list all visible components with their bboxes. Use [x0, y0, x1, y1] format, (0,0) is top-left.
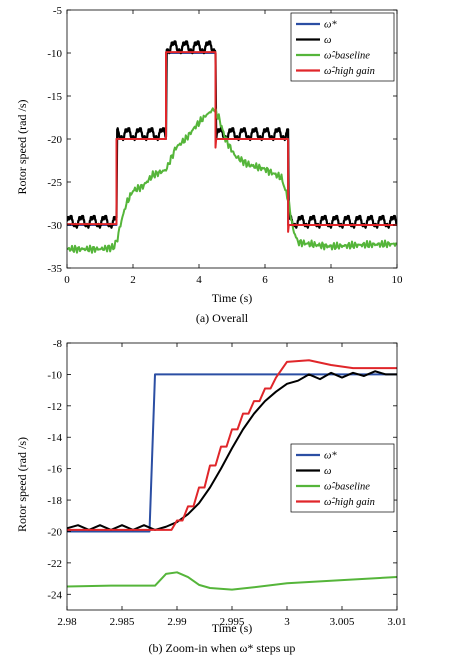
- y-tick-label: -22: [47, 558, 62, 570]
- y-tick-label: -35: [47, 263, 62, 275]
- legend-label-3: ω̂-high gain: [324, 66, 375, 77]
- legend: ω* ω ω̂-baseline ω̂-high gain: [290, 443, 395, 513]
- x-tick-label: 10: [392, 274, 404, 286]
- legend-label-1: ω: [324, 35, 331, 46]
- x-tick-label: 3: [284, 616, 290, 628]
- y-tick-label: -16: [47, 464, 62, 476]
- y-axis-label: Rotor speed (rad /s): [15, 437, 29, 532]
- legend-label-3: ω̂-high gain: [324, 497, 375, 508]
- x-tick-label: 4: [196, 274, 202, 286]
- y-tick-label: -12: [47, 401, 62, 413]
- x-tick-label: 3.01: [387, 616, 406, 628]
- chart-caption: (b) Zoom-in when ω* steps up: [149, 641, 296, 655]
- y-tick-label: -20: [47, 526, 62, 538]
- series-line-3: [67, 51, 397, 233]
- x-tick-label: 2.995: [220, 616, 245, 628]
- chart-zoom-in: 2.98 2.985 2.99 2.995 3 3.005 3.01 -24 -22 -20 -18…: [15, 338, 407, 655]
- y-tick-label: -25: [47, 177, 62, 189]
- legend-label-2: ω̂-baseline: [324, 51, 370, 62]
- legend-label-1: ω: [324, 466, 331, 477]
- x-axis-label: Time (s): [212, 291, 253, 305]
- y-tick-label: -10: [47, 369, 62, 381]
- y-axis-label: Rotor speed (rad /s): [15, 100, 29, 195]
- x-axis-label: Time (s): [212, 621, 253, 635]
- series-group: [67, 359, 397, 591]
- series-line-2: [67, 107, 397, 254]
- x-tick-label: 2.99: [167, 616, 187, 628]
- y-tick-label: -5: [53, 5, 63, 17]
- legend-label-0: ω*: [324, 451, 337, 462]
- series-group: [67, 40, 397, 254]
- series-line-3: [67, 359, 397, 531]
- x-tick-label: 2.98: [57, 616, 77, 628]
- chart-overall: 0 2 4 6 8 10 -35 -30 -25 -20 -15 -10 -5 Time (s) Rotor…: [15, 5, 403, 325]
- x-tick-label: 2: [130, 274, 136, 286]
- x-tick-label: 6: [262, 274, 268, 286]
- x-tick-label: 0: [64, 274, 70, 286]
- x-tick-label: 3.005: [330, 616, 355, 628]
- y-tick-label: -14: [47, 432, 62, 444]
- x-tick-label: 2.985: [110, 616, 135, 628]
- y-tick-label: -15: [47, 91, 62, 103]
- legend-label-0: ω*: [324, 20, 337, 31]
- series-line-1: [67, 370, 397, 531]
- chart-caption: (a) Overall: [196, 311, 249, 325]
- y-tick-label: -18: [47, 495, 62, 507]
- series-line-0: [67, 373, 397, 533]
- legend-label-2: ω̂-baseline: [324, 482, 370, 493]
- y-tick-label: -8: [53, 338, 63, 350]
- legend: ω* ω ω̂-baseline ω̂-high gain: [290, 12, 395, 82]
- y-tick-label: -20: [47, 134, 62, 146]
- y-tick-label: -24: [47, 589, 62, 601]
- x-tick-label: 8: [328, 274, 334, 286]
- y-tick-label: -10: [47, 48, 62, 60]
- series-line-2: [67, 571, 397, 591]
- y-tick-label: -30: [47, 220, 62, 232]
